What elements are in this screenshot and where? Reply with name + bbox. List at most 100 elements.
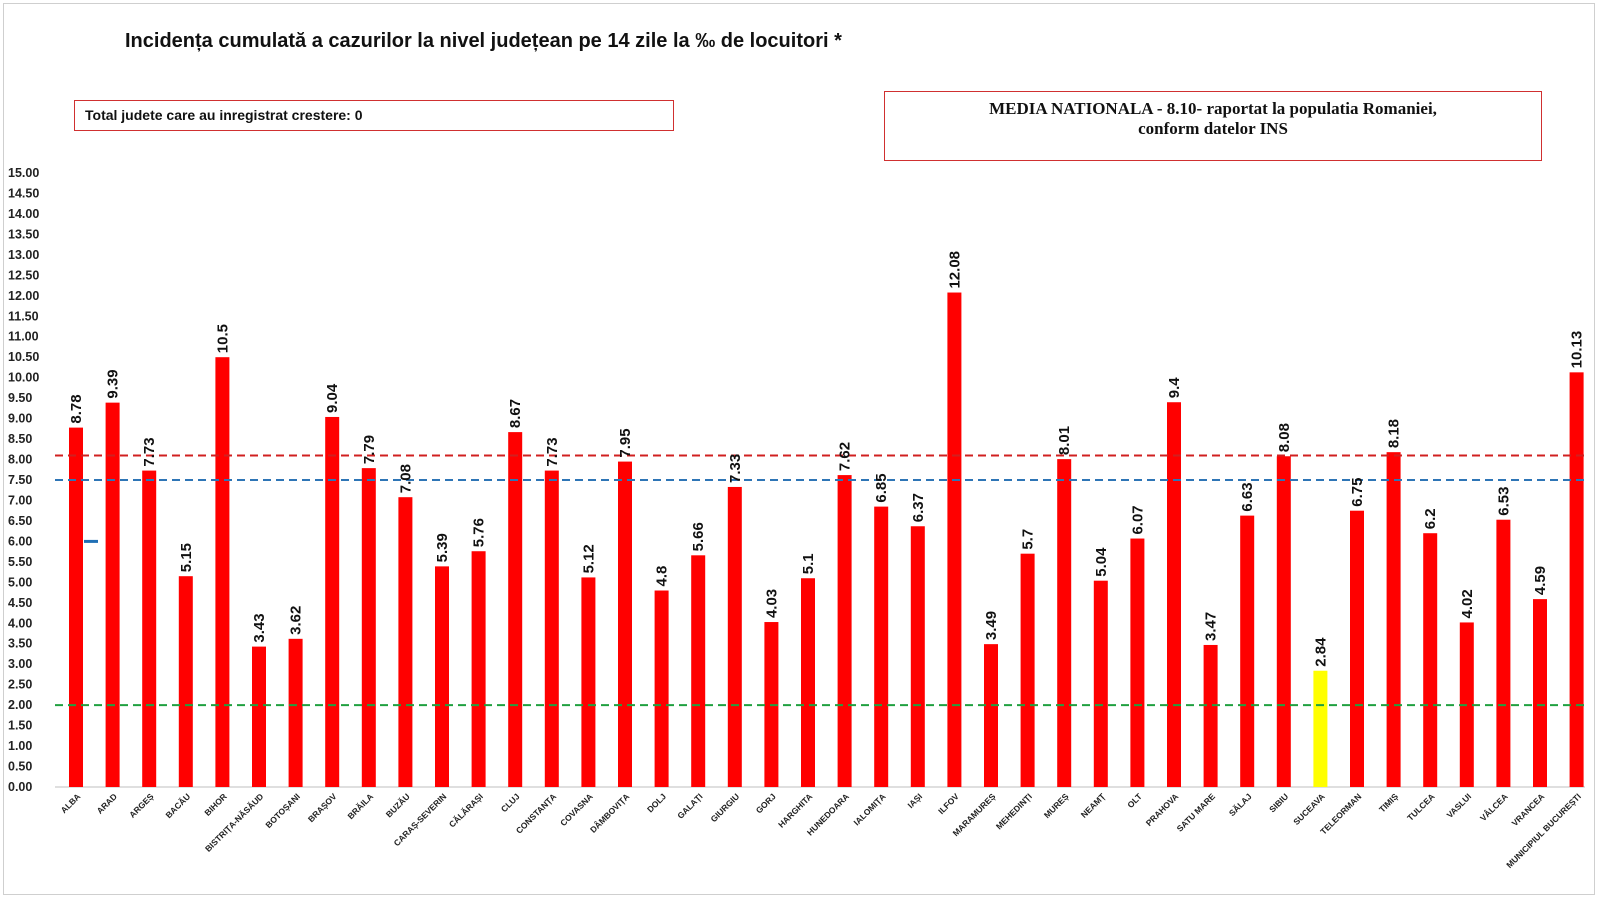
national-average-box: MEDIA NATIONALA - 8.10- raportat la popu… [884, 91, 1542, 161]
category-label: MEHEDINȚI [994, 791, 1034, 831]
value-label: 7.33 [727, 454, 744, 483]
bar-harghita [801, 578, 815, 787]
y-tick-label: 12.00 [8, 289, 39, 303]
bar-timiș [1386, 452, 1401, 787]
category-label: SUCEAVA [1291, 791, 1327, 827]
category-label: ALBA [59, 791, 83, 815]
category-label: BOTOȘANI [263, 791, 302, 830]
y-tick-label: 14.50 [8, 186, 39, 200]
bar-brăila [361, 468, 376, 787]
bar-alba [69, 427, 83, 787]
bar-mehedinți [1020, 553, 1035, 787]
bar-constanța [544, 470, 559, 787]
category-label: OLT [1125, 791, 1144, 810]
bar-ilfov [947, 292, 962, 787]
y-tick-label: 8.00 [8, 453, 32, 467]
category-label: BACĂU [163, 791, 192, 820]
category-label: SĂLAJ [1227, 791, 1254, 818]
bar-mureș [1057, 459, 1072, 787]
category-label: PRAHOVA [1144, 791, 1181, 828]
category-label: GALAȚI [675, 791, 704, 820]
category-label: DOLJ [645, 791, 668, 814]
value-label: 8.08 [1276, 423, 1293, 452]
bar-arad [105, 402, 120, 787]
value-label: 3.49 [983, 611, 1000, 640]
y-tick-label: 5.00 [8, 575, 32, 589]
value-label: 8.01 [1056, 426, 1073, 455]
value-label: 7.79 [361, 435, 378, 464]
value-label: 3.47 [1203, 612, 1220, 641]
value-label: 7.73 [141, 437, 158, 466]
category-label: VRANCEA [1510, 791, 1547, 828]
value-label: 5.76 [471, 518, 488, 547]
y-tick-label: 7.50 [8, 473, 32, 487]
value-label: 4.59 [1532, 566, 1549, 595]
bar-bacău [178, 576, 193, 787]
value-label: 5.04 [1093, 547, 1110, 577]
chart-frame [3, 3, 1595, 895]
bar-botoșani [288, 638, 303, 787]
bar-satu-mare [1203, 644, 1218, 787]
value-label: 6.75 [1349, 477, 1366, 506]
value-label: 6.53 [1495, 487, 1512, 516]
value-label: 5.39 [434, 533, 451, 562]
chart-title: Incidența cumulată a cazurilor la nivel … [125, 30, 842, 52]
y-tick-label: 14.00 [8, 207, 39, 221]
y-tick-label: 10.00 [8, 371, 39, 385]
category-label: TIMIȘ [1377, 791, 1400, 814]
value-label: 3.43 [251, 613, 268, 642]
bar-ialomița [874, 506, 889, 787]
y-tick-label: 2.50 [8, 678, 32, 692]
category-label: VASLUI [1445, 791, 1474, 820]
national-average-line-1: MEDIA NATIONALA - 8.10- raportat la popu… [989, 99, 1437, 118]
value-label: 8.67 [507, 399, 524, 428]
bar-caraș-severin [435, 566, 449, 787]
bar-argeș [142, 470, 157, 787]
y-tick-label: 6.00 [8, 534, 32, 548]
y-tick-label: 7.00 [8, 493, 32, 507]
category-label: SATU MARE [1175, 791, 1218, 834]
category-label: COVASNA [558, 791, 595, 828]
category-label: BUZĂU [384, 791, 412, 819]
value-label: 4.03 [763, 589, 780, 618]
y-tick-label: 1.50 [8, 719, 32, 733]
y-tick-label: 8.50 [8, 432, 32, 446]
category-label: NEAMȚ [1079, 791, 1108, 820]
value-label: 5.66 [690, 522, 707, 551]
category-label: BRĂILA [345, 791, 375, 821]
value-label: 9.4 [1166, 377, 1183, 399]
bar-iași [910, 526, 925, 787]
y-tick-label: 11.00 [8, 330, 39, 344]
value-label: 7.62 [837, 442, 854, 471]
bar-sălaj [1240, 515, 1255, 787]
category-label: SIBIU [1267, 791, 1290, 814]
y-tick-label: 11.50 [8, 309, 39, 323]
bar-dâmbovița [618, 461, 632, 787]
y-tick-label: 4.50 [8, 596, 32, 610]
y-tick-label: 4.00 [8, 616, 32, 630]
category-label: GIURGIU [708, 791, 741, 824]
category-label: ARGEȘ [127, 791, 156, 820]
bar-cluj [508, 432, 523, 787]
category-label: GORJ [754, 791, 778, 815]
y-tick-label: 3.50 [8, 637, 32, 651]
bar-hunedoara [837, 475, 852, 787]
value-label: 6.63 [1239, 482, 1256, 511]
value-label: 7.08 [397, 464, 414, 493]
category-label: TULCEA [1405, 791, 1436, 822]
bar-neamț [1093, 580, 1108, 787]
bar-sibiu [1276, 456, 1291, 787]
category-label: HARGHITA [776, 791, 814, 829]
bar-călărași [471, 551, 486, 787]
value-label: 6.37 [910, 493, 927, 522]
y-tick-label: 0.00 [8, 780, 32, 794]
y-tick-label: 9.00 [8, 412, 32, 426]
y-tick-label: 6.50 [8, 514, 32, 528]
category-label: VÂLCEA [1477, 791, 1509, 823]
category-label: CLUJ [499, 791, 522, 814]
y-tick-label: 1.00 [8, 739, 32, 753]
category-label: BRAȘOV [306, 791, 339, 824]
value-label: 7.95 [617, 428, 634, 457]
counties-increase-box: Total judete care au inregistrat crester… [74, 100, 674, 131]
